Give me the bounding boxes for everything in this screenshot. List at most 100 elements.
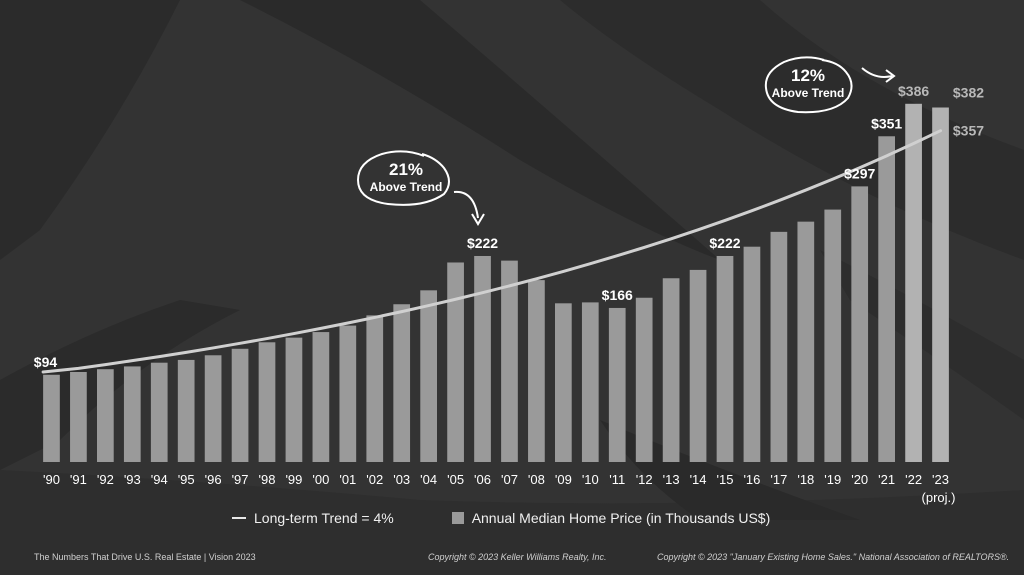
- bar-10: [312, 332, 330, 462]
- x-tick-label: '93: [124, 472, 141, 487]
- x-tick-label: '96: [205, 472, 222, 487]
- x-tick-label: '09: [555, 472, 572, 487]
- x-tick-label: '08: [528, 472, 545, 487]
- x-axis-labels: '90 '91 '92 '93 '94 '95 '96 '97 '98 '99 '00 '01 '02 '…: [43, 472, 956, 505]
- bar-9: [285, 337, 303, 462]
- bar-12: [366, 315, 384, 462]
- bar-20: [581, 302, 599, 462]
- trend-layer: [41, 129, 943, 374]
- bar-31: [878, 136, 895, 462]
- x-tick-label: '19: [824, 472, 841, 487]
- labels-layer: $94 $222 $166 $222 $297 $351 $386 $382 $357: [34, 83, 984, 370]
- bar-23: [662, 278, 680, 462]
- value-label: $382: [953, 85, 984, 101]
- bar-26: [743, 246, 761, 462]
- x-tick-label: '21: [878, 472, 895, 487]
- value-label: $351: [871, 115, 902, 131]
- callout-pct: 12%: [790, 66, 826, 85]
- callout-2022: 12% Above Trend: [762, 56, 854, 116]
- x-tick-label: '01: [339, 472, 356, 487]
- chart-legend: Long-term Trend = 4% Annual Median Home …: [232, 510, 770, 526]
- bar-swatch: [451, 512, 464, 524]
- bars-layer: [43, 103, 949, 463]
- callout-arrow-icon: [861, 67, 896, 83]
- x-tick-label: '11: [609, 472, 625, 487]
- value-label: $297: [844, 165, 875, 181]
- footer-left: The Numbers That Drive U.S. Real Estate …: [34, 552, 256, 562]
- x-tick-label: '02: [366, 472, 383, 487]
- x-tick-label: '10: [582, 472, 599, 487]
- x-tick-label: '99: [285, 472, 302, 487]
- bar-21: [608, 307, 626, 462]
- bar-15: [447, 262, 464, 462]
- callout-2006: 21% Above Trend: [356, 150, 456, 210]
- bar-28: [797, 221, 815, 462]
- bar-1: [70, 371, 87, 462]
- x-tick-label: '18: [797, 472, 814, 487]
- bar-33: [932, 107, 949, 462]
- callout-text: Above Trend: [771, 86, 845, 100]
- legend-trend-label: Long-term Trend = 4%: [254, 510, 394, 526]
- x-tick-label: '94: [151, 472, 168, 487]
- bar-14: [420, 290, 437, 462]
- x-tick-label: '98: [259, 472, 276, 487]
- bar-4: [150, 362, 168, 462]
- callout-arrow-icon: [453, 190, 485, 226]
- value-label: $222: [467, 235, 498, 251]
- bar-7: [231, 348, 249, 462]
- x-tick-label: '15: [717, 472, 734, 487]
- callout-circle-icon: [764, 56, 853, 114]
- bar-0: [43, 374, 60, 462]
- x-tick-sublabel: (proj.): [922, 490, 956, 505]
- bar-3: [123, 366, 141, 462]
- value-label: $222: [709, 235, 740, 251]
- bar-19: [555, 303, 572, 462]
- callout-pct: 21%: [388, 160, 424, 179]
- x-tick-label: '16: [743, 472, 760, 487]
- x-tick-label: '14: [690, 472, 707, 487]
- x-tick-label: '97: [232, 472, 249, 487]
- bar-13: [393, 304, 411, 462]
- x-tick-label: '13: [663, 472, 680, 487]
- x-tick-label: '05: [447, 472, 464, 487]
- trend-line: [41, 129, 943, 374]
- bar-2: [97, 369, 114, 462]
- bar-24: [689, 269, 707, 462]
- bar-18: [528, 280, 545, 462]
- bar-17: [501, 260, 518, 462]
- bar-11: [339, 325, 357, 462]
- value-label: $166: [602, 287, 633, 303]
- x-tick-label: '20: [851, 472, 868, 487]
- bar-16: [474, 255, 491, 462]
- callout-circle-icon: [356, 150, 450, 206]
- bar-25: [716, 255, 734, 462]
- legend-bar-label: Annual Median Home Price (in Thousands U…: [471, 510, 771, 526]
- footer-center: Copyright © 2023 Keller Williams Realty,…: [428, 552, 607, 562]
- x-tick-label: '22: [905, 472, 922, 487]
- value-label: $357: [953, 123, 984, 139]
- bar-30: [851, 186, 869, 462]
- value-label: $386: [898, 83, 929, 99]
- bar-32: [905, 103, 922, 463]
- bar-22: [635, 297, 653, 462]
- x-tick-label: '90: [43, 472, 60, 487]
- bar-27: [770, 231, 788, 462]
- bar-5: [177, 359, 195, 462]
- trend-swatch: [232, 517, 246, 519]
- x-tick-label: '17: [770, 472, 787, 487]
- bar-29: [824, 209, 842, 462]
- x-tick-label: '95: [178, 472, 195, 487]
- callout-text: Above Trend: [369, 180, 443, 194]
- x-tick-label: '03: [393, 472, 410, 487]
- footer-right: Copyright © 2023 "January Existing Home …: [657, 552, 1010, 562]
- x-tick-label: '12: [636, 472, 653, 487]
- x-tick-label: '00: [312, 472, 329, 487]
- bar-8: [258, 342, 276, 462]
- x-tick-label: '23: [932, 472, 949, 487]
- bar-6: [204, 355, 222, 462]
- x-tick-label: '07: [501, 472, 518, 487]
- x-tick-label: '92: [97, 472, 114, 487]
- value-label: $94: [34, 354, 58, 370]
